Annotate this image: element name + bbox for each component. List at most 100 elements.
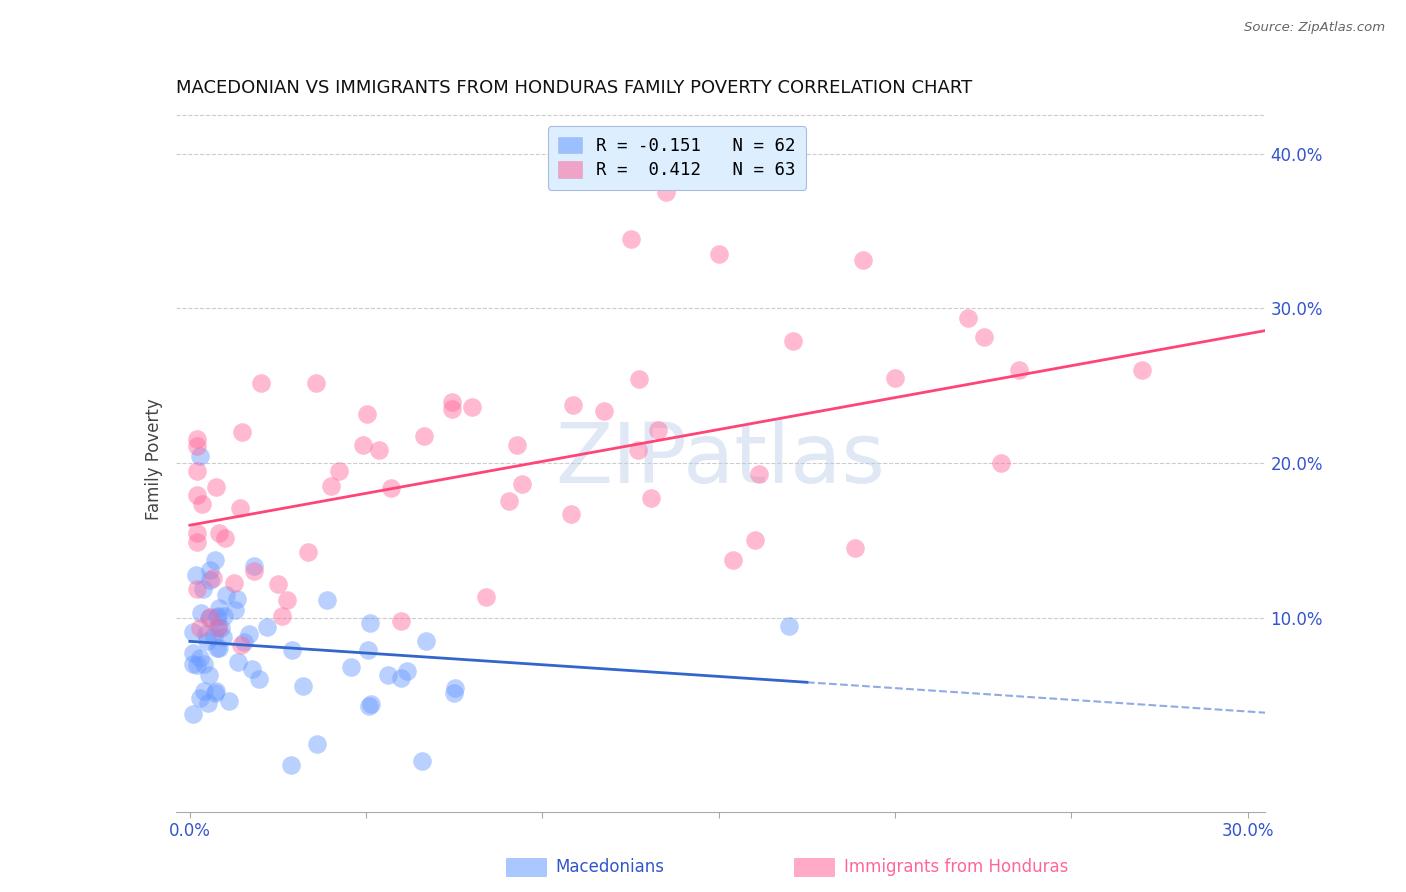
Point xyxy=(990,456,1012,470)
Point xyxy=(247,672,270,686)
Point xyxy=(186,657,208,672)
Point xyxy=(391,671,413,685)
Text: ZIPatlas: ZIPatlas xyxy=(555,419,886,500)
Point xyxy=(186,439,208,453)
Point xyxy=(193,684,215,698)
Point xyxy=(209,621,232,635)
Text: MACEDONIAN VS IMMIGRANTS FROM HONDURAS FAMILY POVERTY CORRELATION CHART: MACEDONIAN VS IMMIGRANTS FROM HONDURAS F… xyxy=(176,79,972,97)
Point xyxy=(211,631,233,645)
Point xyxy=(782,334,804,348)
Point xyxy=(280,758,302,772)
Point xyxy=(357,643,380,657)
Point xyxy=(744,533,766,548)
Point xyxy=(207,620,229,634)
Point xyxy=(396,664,419,678)
Point xyxy=(356,407,378,421)
Point xyxy=(191,582,214,596)
Point xyxy=(460,401,482,415)
Point xyxy=(391,614,413,628)
Point xyxy=(627,443,650,458)
Point xyxy=(411,754,433,768)
Point xyxy=(198,611,221,625)
Point xyxy=(183,646,205,660)
Point xyxy=(212,609,235,624)
Point xyxy=(357,698,380,713)
Point xyxy=(305,376,328,390)
Point xyxy=(620,232,643,246)
Point xyxy=(352,438,374,452)
Point xyxy=(190,449,212,463)
Point xyxy=(852,252,875,267)
Point xyxy=(238,627,260,641)
Point xyxy=(186,432,208,446)
Point xyxy=(242,564,264,578)
Point xyxy=(498,493,520,508)
Point xyxy=(224,603,246,617)
Point xyxy=(207,622,229,636)
Point xyxy=(204,686,226,700)
Point xyxy=(214,532,236,546)
Text: Macedonians: Macedonians xyxy=(555,858,665,876)
Point xyxy=(440,394,463,409)
Point xyxy=(748,467,770,482)
Point xyxy=(188,651,211,665)
Point xyxy=(190,606,212,620)
Point xyxy=(593,404,616,418)
Text: Immigrants from Honduras: Immigrants from Honduras xyxy=(844,858,1069,876)
Point xyxy=(655,185,678,199)
Point xyxy=(205,684,228,698)
Point xyxy=(271,608,294,623)
Point xyxy=(231,638,253,652)
Point xyxy=(305,737,328,751)
Point xyxy=(562,398,585,412)
Point xyxy=(186,464,208,478)
Point xyxy=(377,667,399,681)
Point xyxy=(707,247,730,261)
Point xyxy=(267,577,290,591)
Point xyxy=(368,443,391,458)
Point xyxy=(413,429,436,443)
Point xyxy=(198,667,221,681)
Point xyxy=(1007,363,1029,377)
Point xyxy=(280,643,302,657)
Point xyxy=(197,696,219,710)
Point xyxy=(415,633,437,648)
Point xyxy=(186,526,208,541)
Point xyxy=(193,657,215,672)
Point xyxy=(201,571,224,585)
Point xyxy=(560,507,582,521)
Point xyxy=(204,480,226,494)
Point xyxy=(202,629,225,643)
Point xyxy=(444,681,467,695)
Point xyxy=(360,698,382,712)
Point xyxy=(510,477,533,491)
Point xyxy=(256,620,278,634)
Point xyxy=(380,481,402,495)
Point xyxy=(328,464,350,478)
Point xyxy=(359,616,381,631)
Point xyxy=(956,310,979,325)
Point xyxy=(1130,363,1153,377)
Point xyxy=(640,491,662,505)
Point xyxy=(215,589,238,603)
Point xyxy=(506,438,529,452)
Point xyxy=(200,610,222,624)
Point xyxy=(190,497,212,511)
Point xyxy=(218,694,240,708)
Legend: R = -0.151   N = 62, R =  0.412   N = 63: R = -0.151 N = 62, R = 0.412 N = 63 xyxy=(548,127,806,190)
Point xyxy=(297,545,319,559)
Point xyxy=(233,635,256,649)
Point xyxy=(225,592,247,607)
Point xyxy=(186,488,208,502)
Point xyxy=(321,479,343,493)
Point xyxy=(204,553,226,567)
Point xyxy=(183,625,205,640)
Point xyxy=(222,575,245,590)
Point xyxy=(183,657,205,671)
Point xyxy=(229,500,252,515)
Point xyxy=(647,423,669,437)
Point xyxy=(208,601,231,615)
Point xyxy=(250,376,273,390)
Point xyxy=(208,640,231,655)
Point xyxy=(188,621,211,635)
